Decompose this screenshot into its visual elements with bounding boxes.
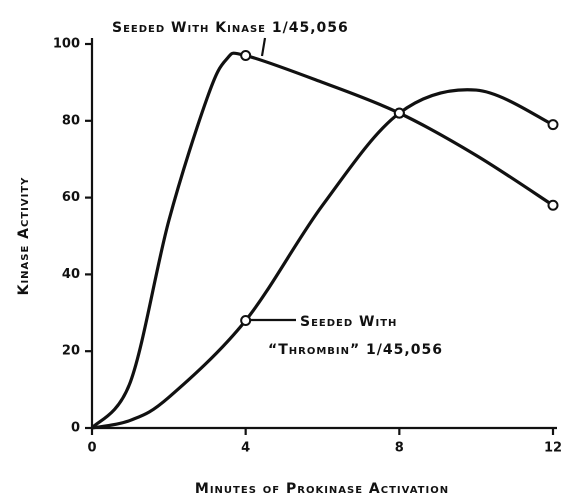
y-tick-label: 0 — [71, 421, 80, 436]
point — [393, 107, 405, 119]
y-tick-label: 40 — [62, 267, 80, 282]
annotation: Seeded With — [300, 314, 397, 330]
x-axis-label: Minutes of Prokinase Activation — [195, 481, 449, 497]
x-tick-label: 4 — [241, 441, 250, 456]
axes — [90, 38, 557, 430]
y-tick-label: 80 — [62, 113, 80, 128]
annotation: Seeded With Kinase 1/45,056 — [112, 20, 349, 36]
y-axis-label: Kinase Activity — [16, 177, 32, 296]
y-tick-label: 100 — [53, 37, 80, 52]
x-tick-label: 12 — [544, 441, 562, 456]
point — [547, 119, 559, 131]
y-tick-label: 60 — [62, 190, 80, 205]
line — [91, 88, 554, 430]
line — [90, 51, 554, 430]
leader-line — [260, 37, 267, 57]
point — [547, 199, 559, 211]
y-tick-label: 20 — [62, 344, 80, 359]
x-tick-label: 0 — [87, 441, 96, 456]
annotation: “Thrombin” 1/45,056 — [268, 342, 443, 358]
point — [240, 50, 252, 62]
x-tick-label: 8 — [395, 441, 404, 456]
point — [240, 314, 252, 326]
